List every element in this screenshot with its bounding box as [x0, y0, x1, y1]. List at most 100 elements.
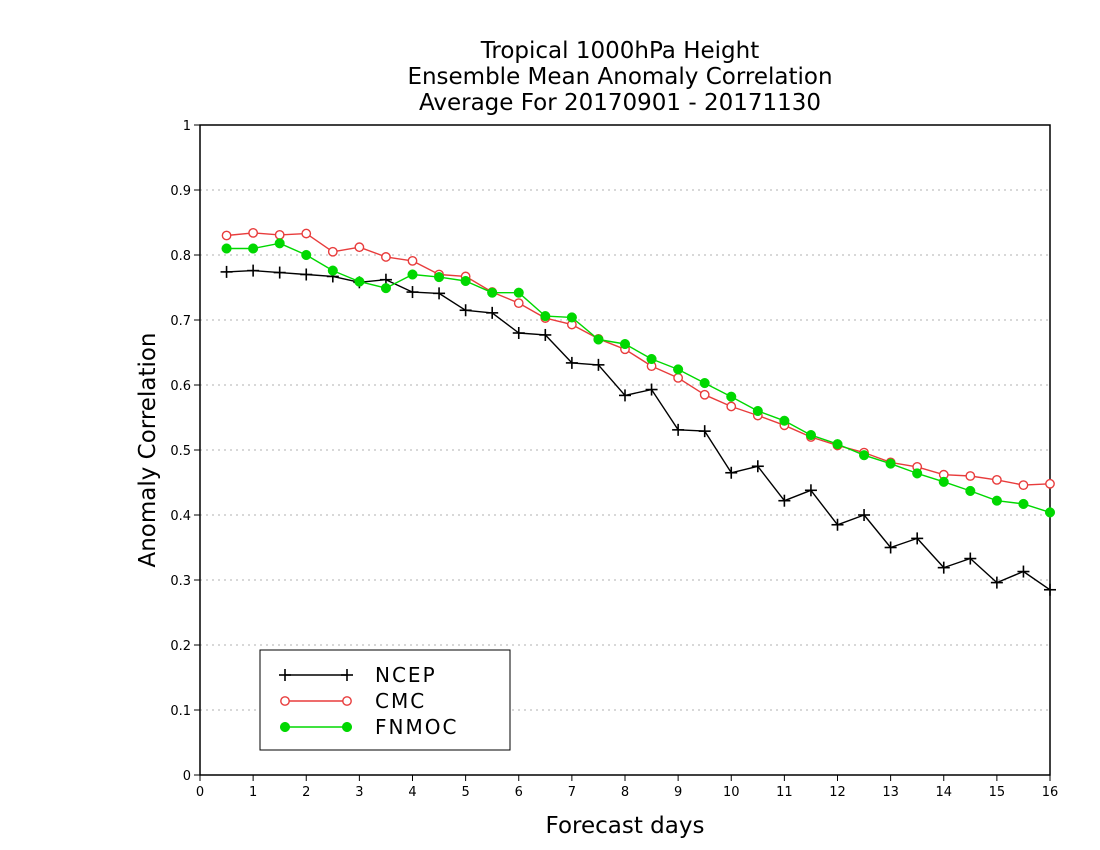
data-point-cmc — [301, 228, 312, 239]
x-tick-label: 4 — [408, 785, 416, 800]
data-point-cmc — [274, 229, 285, 240]
data-point-fnmoc — [726, 391, 737, 402]
data-point-fnmoc — [407, 269, 418, 280]
data-point-cmc — [699, 389, 710, 400]
series-ncep — [220, 264, 1056, 596]
data-point-ncep — [884, 541, 897, 554]
y-tick-label: 0.9 — [170, 184, 191, 199]
data-point-ncep — [486, 306, 499, 319]
data-point-ncep — [406, 286, 419, 299]
data-point-ncep — [1017, 565, 1030, 578]
x-tick-label: 10 — [723, 785, 740, 800]
x-tick-label: 13 — [882, 785, 899, 800]
data-point-cmc — [354, 242, 365, 253]
data-point-fnmoc — [434, 272, 445, 283]
data-point-ncep — [751, 460, 764, 473]
data-point-cmc — [1018, 480, 1029, 490]
x-tick-label: 16 — [1042, 785, 1059, 800]
data-point-ncep — [512, 327, 525, 339]
x-tick-label: 14 — [935, 785, 952, 800]
data-point-cmc — [991, 474, 1002, 485]
series-line-cmc — [226, 232, 1051, 486]
chart-title: Tropical 1000hPa Height Ensemble Mean An… — [407, 38, 832, 116]
y-tick-label: 0.7 — [170, 314, 191, 329]
data-point-ncep — [698, 425, 711, 438]
data-point-ncep — [645, 383, 658, 396]
data-point-ncep — [937, 561, 950, 574]
data-point-ncep — [220, 265, 233, 278]
data-point-ncep — [565, 356, 578, 369]
y-tick-label: 0.6 — [170, 379, 191, 394]
y-axis-label: Anomaly Correlation — [135, 332, 161, 567]
y-tick-label: 0.1 — [170, 704, 191, 719]
data-point-cmc — [381, 252, 391, 262]
data-point-fnmoc — [1044, 507, 1056, 518]
legend-label-fnmoc: FNMOC — [375, 715, 458, 739]
data-point-cmc — [327, 246, 338, 257]
data-point-ncep — [273, 266, 286, 279]
data-point-fnmoc — [327, 265, 338, 276]
data-point-cmc — [248, 227, 259, 238]
data-point-ncep — [725, 466, 738, 479]
data-point-ncep — [911, 532, 924, 545]
data-point-fnmoc — [487, 287, 498, 298]
y-tick-label: 0.8 — [170, 249, 191, 264]
data-point-fnmoc — [859, 450, 870, 461]
data-point-fnmoc — [885, 458, 896, 469]
x-tick-label: 12 — [829, 785, 846, 800]
data-point-fnmoc — [619, 339, 631, 350]
y-tick-label: 0.4 — [170, 509, 191, 524]
data-point-ncep — [804, 484, 817, 497]
data-point-fnmoc — [593, 334, 604, 345]
data-point-cmc — [221, 230, 232, 241]
legend-item-cmc: CMC — [280, 689, 426, 713]
legend-label-ncep: NCEP — [375, 663, 437, 687]
data-point-fnmoc — [779, 415, 790, 426]
data-point-fnmoc — [460, 275, 471, 287]
series-layer — [220, 227, 1056, 596]
data-point-ncep — [1044, 583, 1056, 596]
legend-marker — [341, 669, 353, 681]
legend-marker — [342, 696, 352, 706]
data-point-fnmoc — [354, 276, 365, 287]
data-point-fnmoc — [938, 476, 949, 487]
x-tick-label: 7 — [568, 785, 576, 800]
data-point-fnmoc — [221, 243, 232, 254]
data-point-ncep — [831, 518, 844, 531]
data-point-fnmoc — [673, 364, 684, 375]
legend-label-cmc: CMC — [375, 689, 426, 713]
legend-marker — [279, 721, 291, 733]
data-point-fnmoc — [965, 485, 976, 497]
x-tick-label: 9 — [674, 785, 682, 800]
y-tick-label: 0.2 — [170, 639, 191, 654]
data-point-ncep — [990, 576, 1003, 589]
data-point-ncep — [964, 552, 977, 565]
y-axis: 0 0.1 0.2 0.3 0.4 0.5 0.6 0.7 0.8 0.9 1 — [170, 119, 200, 784]
x-tick-label: 1 — [249, 785, 257, 800]
y-tick-label: 0 — [183, 769, 191, 784]
data-point-fnmoc — [912, 468, 923, 479]
chart-title-line-3: Average For 20170901 - 20171130 — [419, 90, 821, 116]
data-point-ncep — [433, 287, 446, 300]
data-point-fnmoc — [699, 378, 710, 389]
data-point-cmc — [407, 255, 418, 266]
data-point-cmc — [726, 401, 737, 412]
data-point-fnmoc — [380, 283, 391, 294]
data-point-ncep — [778, 494, 791, 507]
legend-box — [259, 649, 511, 751]
data-point-ncep — [539, 328, 552, 341]
x-tick-label: 5 — [461, 785, 469, 800]
x-axis: 0 1 2 3 4 5 6 7 8 9 10 11 12 13 14 15 16 — [196, 775, 1058, 800]
series-fnmoc — [221, 238, 1056, 518]
data-point-ncep — [300, 268, 313, 281]
data-point-ncep — [247, 264, 260, 277]
y-tick-label: 1 — [183, 119, 191, 134]
data-point-fnmoc — [301, 249, 312, 261]
data-point-ncep — [858, 509, 871, 521]
data-point-fnmoc — [513, 287, 524, 298]
x-tick-label: 11 — [776, 785, 793, 800]
data-point-fnmoc — [646, 353, 657, 365]
chart-title-line-2: Ensemble Mean Anomaly Correlation — [407, 64, 832, 90]
